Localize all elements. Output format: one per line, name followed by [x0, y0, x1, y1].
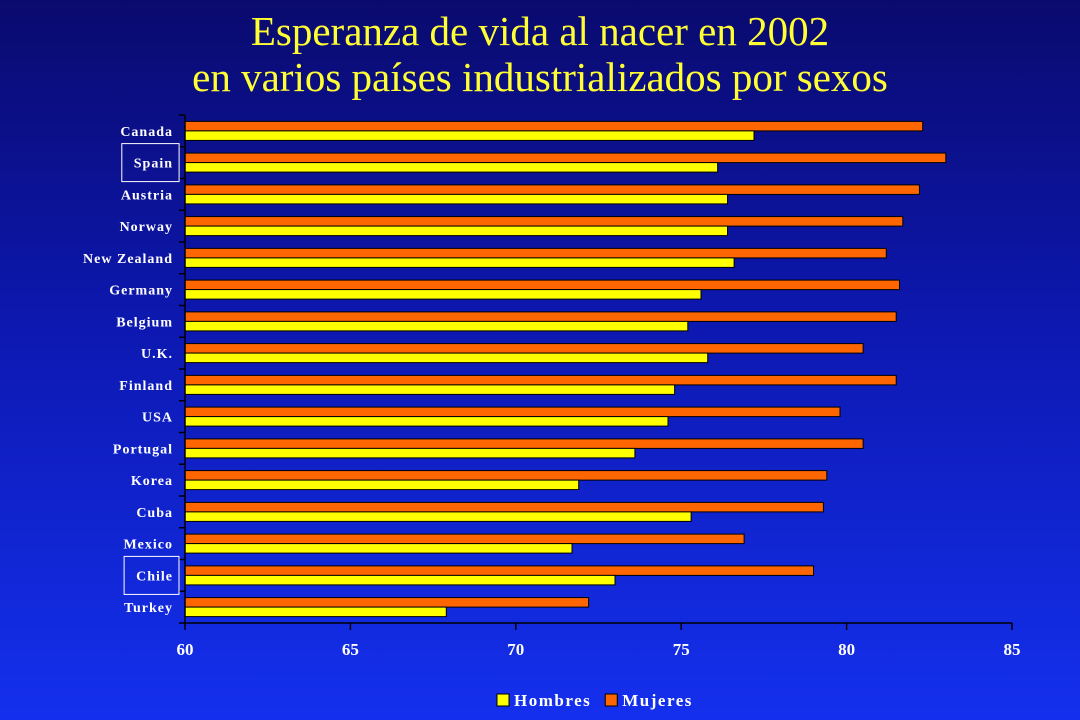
bar-mujeres-austria — [184, 184, 920, 195]
bar-hombres-portugal — [184, 447, 636, 459]
bar-hombres-belgium — [184, 320, 689, 332]
category-label-belgium: Belgium — [116, 315, 173, 330]
legend-swatch-hombres — [496, 693, 510, 707]
bar-hombres-germany — [184, 289, 702, 300]
category-label-austria: Austria — [121, 188, 173, 203]
bar-hombres-finland — [184, 384, 676, 395]
bar-mujeres-new-zealand — [184, 247, 887, 259]
category-label-new-zealand: New Zealand — [83, 252, 173, 267]
category-label-canada: Canada — [120, 125, 173, 140]
bar-hombres-canada — [184, 130, 755, 141]
category-label-norway: Norway — [120, 220, 173, 235]
category-label-turkey: Turkey — [124, 601, 173, 616]
category-label-spain: Spain — [134, 157, 173, 172]
bar-hombres-u-k — [184, 352, 709, 364]
bar-hombres-mexico — [184, 543, 573, 554]
bar-mujeres-korea — [184, 470, 828, 481]
category-label-u-k: U.K. — [141, 347, 173, 362]
bar-mujeres-chile — [184, 565, 814, 576]
highlight-box-spain — [121, 143, 180, 183]
bar-mujeres-belgium — [184, 311, 897, 322]
bar-hombres-new-zealand — [184, 257, 735, 268]
category-label-portugal: Portugal — [113, 442, 173, 457]
bar-mujeres-norway — [184, 216, 904, 227]
bar-hombres-cuba — [184, 511, 692, 522]
bar-mujeres-spain — [184, 152, 947, 164]
x-tick-label-85: 85 — [1004, 640, 1021, 659]
legend-label-mujeres: Mujeres — [622, 691, 693, 710]
title-line-1: Esperanza de vida al nacer en 2002 — [250, 8, 830, 54]
x-tick-label-60: 60 — [177, 640, 194, 659]
legend-label-hombres: Hombres — [514, 691, 591, 710]
category-label-chile: Chile — [136, 569, 173, 584]
x-tick-label-65: 65 — [342, 640, 359, 659]
bar-mujeres-mexico — [184, 533, 745, 545]
category-label-usa: USA — [142, 411, 173, 426]
bar-hombres-norway — [184, 225, 728, 237]
bar-hombres-spain — [184, 162, 719, 173]
bar-hombres-korea — [184, 479, 580, 491]
bar-mujeres-u-k — [184, 343, 864, 354]
bar-mujeres-portugal — [184, 438, 864, 449]
x-tick-label-75: 75 — [673, 640, 690, 659]
category-label-germany: Germany — [109, 284, 173, 299]
title-line-2: en varios países industrializados por se… — [192, 54, 888, 100]
x-tick-label-70: 70 — [507, 640, 524, 659]
bar-mujeres-turkey — [184, 597, 590, 608]
bar-mujeres-canada — [184, 120, 924, 132]
category-label-korea: Korea — [131, 474, 173, 489]
bar-mujeres-cuba — [184, 501, 824, 513]
bar-mujeres-finland — [184, 374, 897, 386]
bar-hombres-chile — [184, 574, 616, 586]
highlight-box-chile — [123, 555, 180, 595]
category-label-finland: Finland — [119, 379, 173, 394]
legend-swatch-mujeres — [604, 693, 618, 707]
bar-hombres-usa — [184, 416, 669, 427]
bar-hombres-austria — [184, 193, 728, 205]
bar-hombres-turkey — [184, 606, 447, 618]
category-label-mexico: Mexico — [123, 538, 173, 553]
x-tick-label-80: 80 — [838, 640, 855, 659]
bar-mujeres-germany — [184, 279, 900, 291]
bar-mujeres-usa — [184, 406, 841, 418]
chart-title: Esperanza de vida al nacer en 2002 en va… — [0, 8, 1080, 100]
category-label-cuba: Cuba — [136, 506, 173, 521]
